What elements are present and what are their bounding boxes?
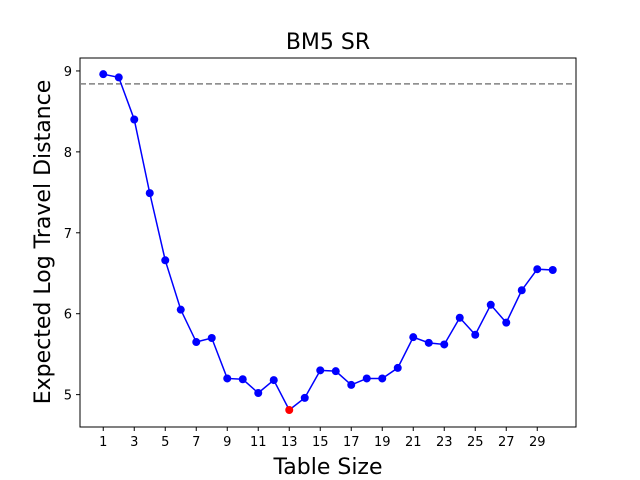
data-point (548, 266, 557, 275)
y-axis-ticks: 5 6 7 8 9 (64, 65, 80, 404)
data-point (300, 393, 309, 402)
x-tick-label: 13 (281, 435, 298, 450)
chart-title: BM5 SR (286, 30, 370, 55)
x-tick-label: 5 (161, 435, 169, 450)
x-tick-label: 15 (312, 435, 329, 450)
data-point (517, 286, 526, 295)
data-point (207, 333, 216, 342)
x-tick-label: 3 (130, 435, 138, 450)
highlight-point (285, 406, 294, 415)
x-tick-label: 25 (467, 435, 484, 450)
data-point (176, 305, 185, 314)
data-point (502, 318, 511, 327)
data-point (378, 374, 387, 383)
y-tick-label: 9 (64, 65, 72, 80)
x-tick-label: 1 (99, 435, 107, 450)
data-point (424, 338, 433, 347)
data-point (440, 340, 449, 349)
data-point (238, 375, 247, 384)
x-tick-label: 27 (498, 435, 515, 450)
x-tick-label: 17 (343, 435, 360, 450)
plot-frame (79, 57, 577, 428)
data-point (316, 366, 325, 375)
data-point (331, 367, 340, 376)
data-point (269, 376, 278, 385)
x-tick-label: 11 (250, 435, 267, 450)
y-axis-title: Expected Log Travel Distance (31, 80, 56, 405)
data-point (161, 256, 170, 265)
data-point (471, 330, 480, 339)
data-point (114, 73, 123, 82)
y-tick-label: 7 (64, 227, 72, 242)
x-tick-label: 19 (374, 435, 391, 450)
data-point (455, 313, 464, 322)
series-line (103, 73, 553, 412)
y-tick-label: 5 (64, 389, 72, 404)
data-point (254, 389, 263, 398)
x-tick-label: 21 (405, 435, 422, 450)
x-tick-label: 29 (529, 435, 546, 450)
data-point (223, 374, 232, 383)
x-tick-label: 9 (223, 435, 231, 450)
y-tick-label: 8 (64, 146, 72, 161)
data-point (130, 115, 139, 124)
x-tick-label: 23 (436, 435, 453, 450)
data-point (145, 189, 154, 198)
data-point (192, 338, 201, 347)
y-tick-label: 6 (64, 308, 72, 323)
data-point (362, 374, 371, 383)
x-axis-ticks: 1 3 5 7 9 11 13 15 17 19 21 23 25 27 29 (99, 427, 546, 450)
data-point (409, 333, 418, 342)
data-point (347, 380, 356, 389)
data-point (486, 300, 495, 309)
data-point (393, 363, 402, 372)
x-tick-label: 7 (192, 435, 200, 450)
x-axis-title: Table Size (272, 455, 382, 480)
data-point (99, 70, 108, 79)
data-point (533, 265, 542, 274)
series-layer (99, 70, 557, 415)
